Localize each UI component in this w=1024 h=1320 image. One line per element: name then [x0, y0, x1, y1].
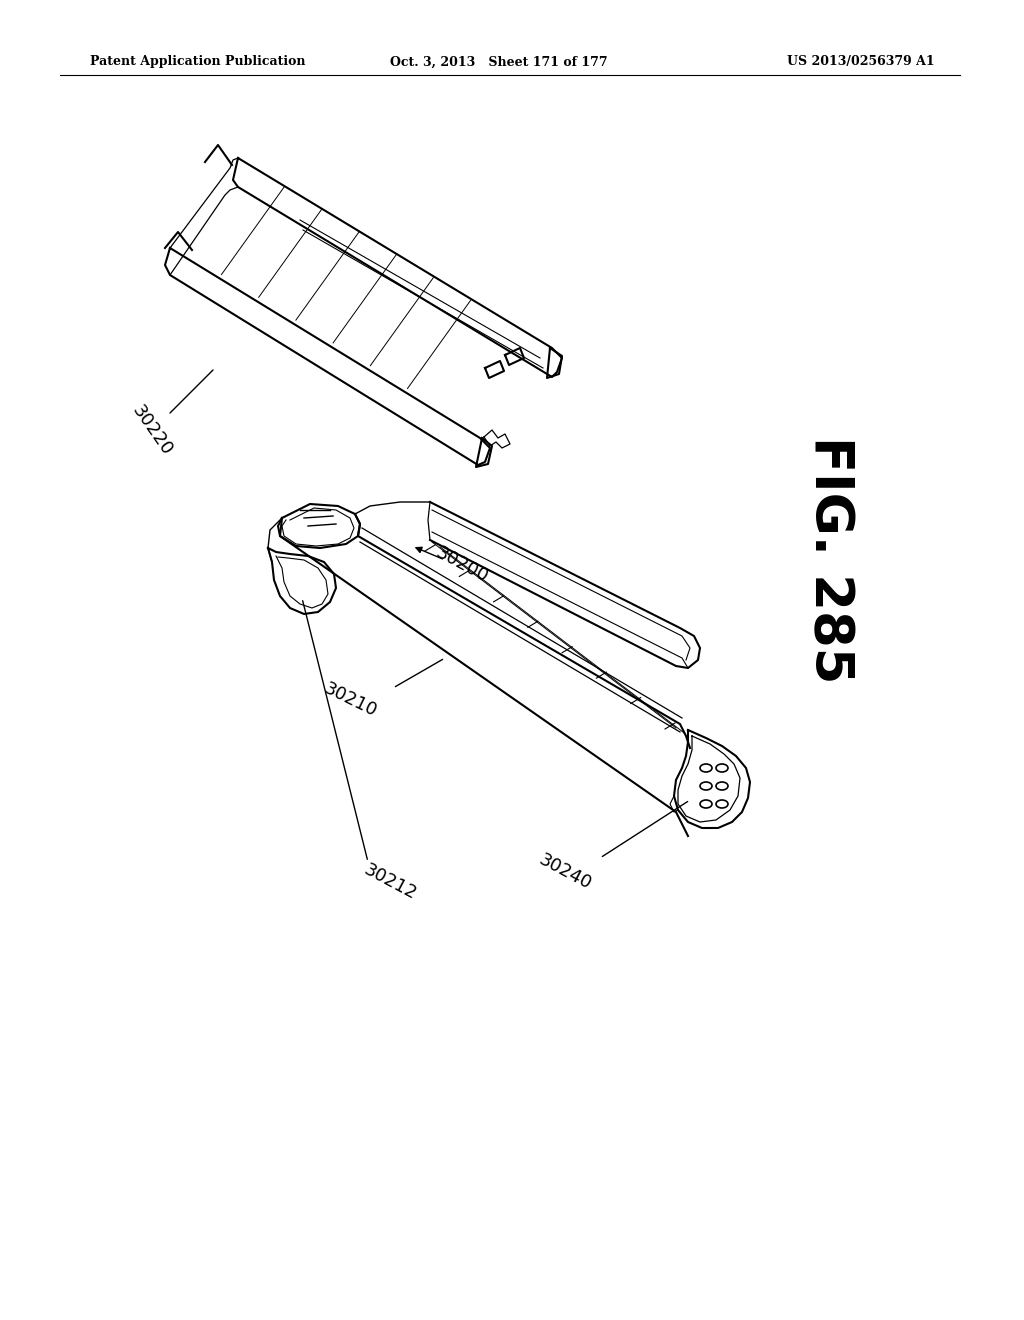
- Text: 30212: 30212: [360, 861, 420, 903]
- Text: FIG. 285: FIG. 285: [804, 437, 856, 684]
- Text: 30220: 30220: [128, 401, 176, 458]
- Text: 30210: 30210: [321, 680, 380, 721]
- Text: Patent Application Publication: Patent Application Publication: [90, 55, 305, 69]
- Text: 30200: 30200: [433, 544, 492, 586]
- Text: Oct. 3, 2013   Sheet 171 of 177: Oct. 3, 2013 Sheet 171 of 177: [390, 55, 607, 69]
- Text: 30240: 30240: [536, 850, 594, 894]
- Text: US 2013/0256379 A1: US 2013/0256379 A1: [787, 55, 935, 69]
